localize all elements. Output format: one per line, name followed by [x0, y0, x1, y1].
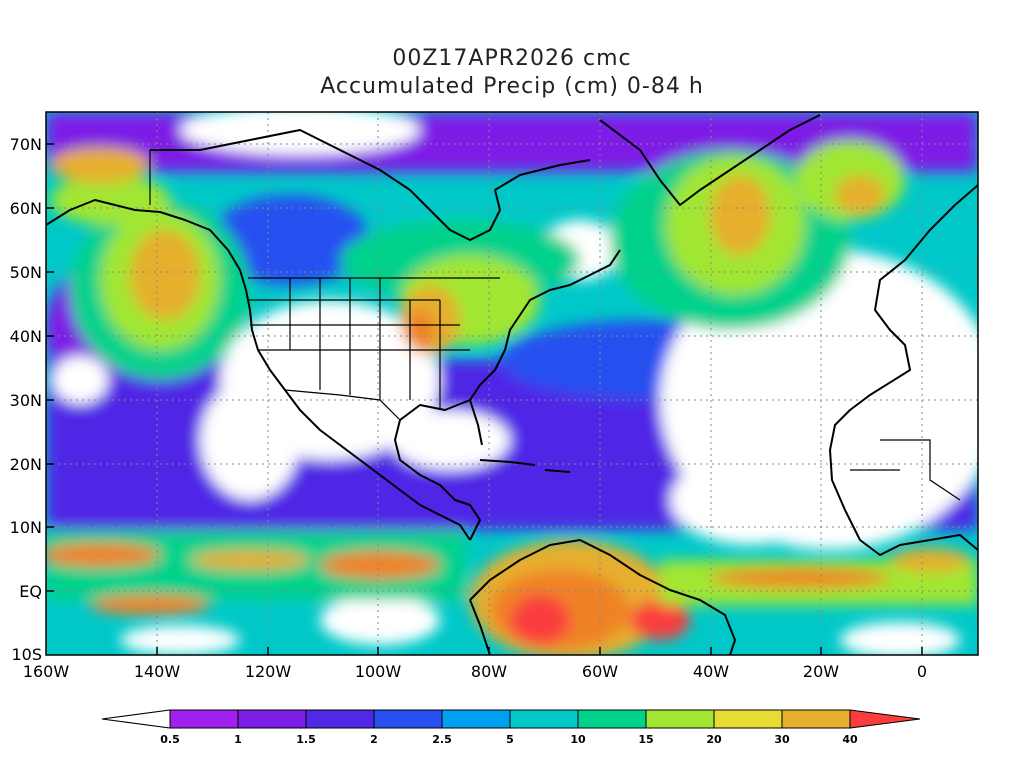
colorbar-label: 2.5	[432, 733, 452, 746]
colorbar-label: 0.5	[160, 733, 180, 746]
colorbar-swatch-6	[577, 709, 647, 729]
lat-label-70n: 70N	[9, 135, 42, 154]
lon-label-40w: 40W	[692, 662, 730, 681]
colorbar	[101, 709, 921, 729]
lat-label-10n: 10N	[9, 518, 42, 537]
chart-title-line1: 00Z17APR2026 cmc	[392, 46, 632, 71]
colorbar-label: 20	[706, 733, 722, 746]
colorbar-label: 30	[774, 733, 790, 746]
coastlines	[46, 114, 978, 655]
graticule	[46, 112, 978, 655]
lat-label-30n: 30N	[9, 391, 42, 410]
colorbar-label: 40	[842, 733, 858, 746]
colorbar-swatch-8	[713, 709, 783, 729]
lon-label-120w: 120W	[244, 662, 292, 681]
lat-label-20n: 20N	[9, 455, 42, 474]
colorbar-swatch-1	[237, 709, 307, 729]
map-frame	[45, 111, 979, 656]
colorbar-swatch-2	[305, 709, 375, 729]
lat-label-50n: 50N	[9, 263, 42, 282]
colorbar-label: 5	[506, 733, 514, 746]
colorbar-swatch-4	[441, 709, 511, 729]
political-borders	[149, 150, 961, 501]
colorbar-swatch-9	[781, 709, 851, 729]
lon-label-160w: 160W	[22, 662, 70, 681]
lon-label-140w: 140W	[133, 662, 181, 681]
colorbar-label: 15	[638, 733, 654, 746]
lon-label-20w: 20W	[802, 662, 840, 681]
colorbar-label: 1.5	[296, 733, 316, 746]
lat-label-eq: EQ	[19, 582, 42, 601]
colorbar-swatch-0	[169, 709, 239, 729]
colorbar-label: 10	[570, 733, 586, 746]
colorbar-swatch-5	[509, 709, 579, 729]
lon-label-100w: 100W	[354, 662, 402, 681]
colorbar-label: 1	[234, 733, 242, 746]
lon-label-80w: 80W	[470, 662, 508, 681]
precip-field	[46, 112, 978, 655]
colorbar-high-end	[849, 709, 921, 729]
lat-label-10s: 10S	[11, 645, 42, 664]
colorbar-swatch-7	[645, 709, 715, 729]
lat-label-60n: 60N	[9, 199, 42, 218]
colorbar-label: 2	[370, 733, 378, 746]
colorbar-swatch-3	[373, 709, 443, 729]
lon-label-0: 0	[916, 662, 928, 681]
lon-label-60w: 60W	[581, 662, 619, 681]
colorbar-low-end	[101, 709, 171, 729]
lat-label-40n: 40N	[9, 327, 42, 346]
chart-title-line2: Accumulated Precip (cm) 0-84 h	[320, 74, 704, 99]
